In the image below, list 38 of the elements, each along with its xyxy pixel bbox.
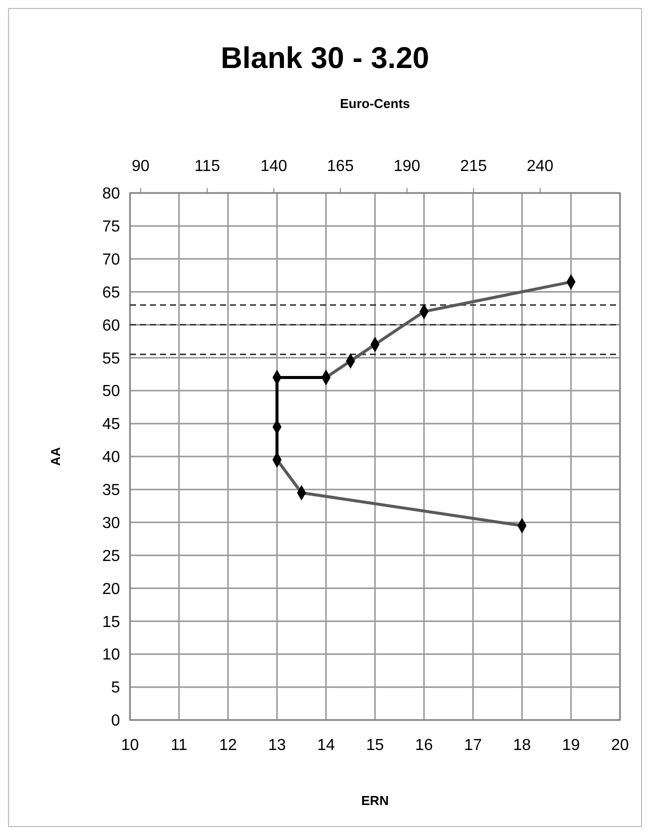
y-tick-label: 80: [102, 186, 120, 203]
y-tick-label: 0: [111, 712, 120, 730]
y-tick-label: 55: [102, 350, 120, 368]
y-tick-label: 5: [111, 680, 120, 697]
x-tick-label: 15: [366, 737, 384, 754]
x2-tick-label: 240: [526, 158, 554, 175]
x2-tick-label: 215: [460, 158, 487, 175]
y-tick-label: 35: [102, 482, 120, 500]
x-tick-label: 11: [170, 737, 188, 754]
x-tick-label: 13: [268, 737, 286, 754]
y-tick-label: 40: [102, 449, 120, 466]
x-axis-title: ERN: [361, 793, 389, 808]
x-tick-label: 17: [464, 737, 482, 754]
y-tick-label: 75: [102, 218, 120, 236]
y-tick-label: 25: [102, 548, 120, 565]
y-tick-label: 50: [102, 383, 120, 400]
x2-axis-title: Euro-Cents: [340, 96, 410, 111]
y-tick-label: 70: [102, 251, 120, 268]
y-axis-title: AA: [48, 446, 63, 466]
y-tick-label: 10: [102, 646, 120, 664]
x2-tick-label: 165: [327, 158, 354, 175]
y-tick-label: 20: [102, 580, 120, 598]
x-tick-label: 20: [611, 737, 629, 754]
x-tick-label: 12: [219, 737, 237, 754]
y-tick-label: 65: [102, 284, 120, 302]
y-tick-label: 30: [102, 514, 120, 532]
x-tick-label: 14: [317, 737, 335, 754]
x2-tick-label: 140: [260, 158, 288, 175]
x-tick-label: 16: [415, 737, 433, 754]
x-tick-label: 19: [562, 737, 580, 754]
x2-tick-label: 90: [132, 158, 150, 175]
y-tick-label: 45: [102, 416, 120, 434]
y-tick-label: 60: [102, 317, 120, 334]
y-tick-label: 15: [102, 614, 120, 631]
x2-tick-label: 115: [194, 158, 220, 175]
x-tick-label: 18: [513, 737, 531, 754]
chart-title: Blank 30 - 3.20: [220, 42, 430, 75]
x2-tick-label: 190: [394, 158, 420, 175]
